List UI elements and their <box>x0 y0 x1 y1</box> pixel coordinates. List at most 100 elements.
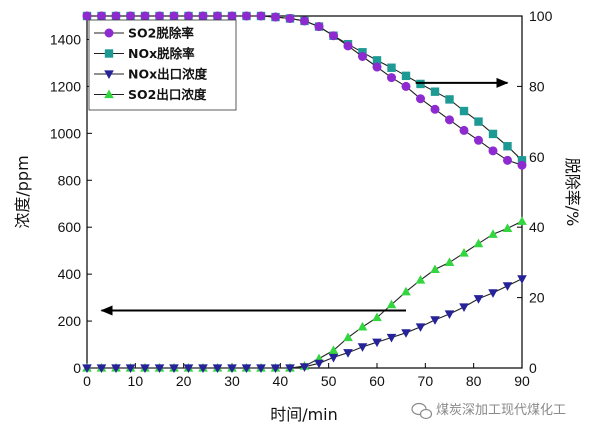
right-y-tick-label: 100 <box>529 8 553 24</box>
data-point <box>328 353 339 363</box>
series-circle <box>82 11 527 170</box>
legend-label: SO2脱除率 <box>128 26 194 41</box>
x-tick-label: 0 <box>83 373 91 389</box>
data-point <box>430 264 440 274</box>
data-point <box>285 364 295 373</box>
data-point <box>213 11 223 21</box>
data-point <box>401 71 411 81</box>
legend-item: SO2出口浓度 <box>94 87 207 102</box>
data-point <box>386 299 397 309</box>
data-point <box>299 16 309 26</box>
legend-label: NOx脱除率 <box>128 46 195 61</box>
series-line <box>87 220 523 369</box>
data-point <box>111 364 121 373</box>
legend: SO2脱除率 NOx脱除率 NOx出口浓度 SO2出口浓度 <box>88 19 237 111</box>
data-point <box>415 323 426 332</box>
data-point <box>82 364 92 373</box>
data-point <box>154 364 165 373</box>
watermark-text: 煤炭深加工现代煤化工 <box>436 403 566 418</box>
data-point <box>372 56 382 65</box>
data-point <box>517 160 527 170</box>
data-point <box>459 106 469 116</box>
data-point <box>502 223 513 232</box>
data-point <box>488 146 498 156</box>
data-point <box>242 11 252 21</box>
data-point <box>372 338 382 348</box>
series-line <box>87 278 523 369</box>
data-point <box>96 364 107 373</box>
data-point <box>503 142 512 151</box>
data-point <box>357 343 368 352</box>
right-y-tick-label: 60 <box>529 149 545 165</box>
right-y-tick-label: 0 <box>529 360 537 376</box>
left-y-tick-label: 200 <box>58 313 82 329</box>
data-point <box>401 329 411 338</box>
data-point <box>270 12 280 22</box>
right-y-tick-label: 80 <box>529 78 545 94</box>
data-point <box>445 95 454 104</box>
data-point <box>502 282 513 291</box>
data-point <box>459 303 469 312</box>
x-tick-label: 90 <box>514 373 530 389</box>
x-tick-label: 10 <box>128 373 144 389</box>
data-point <box>125 364 136 373</box>
data-point <box>343 41 353 51</box>
data-point <box>473 135 483 145</box>
data-point <box>459 125 469 135</box>
data-point <box>184 11 194 21</box>
data-point <box>387 63 396 72</box>
data-point <box>227 11 237 21</box>
data-point <box>430 104 440 114</box>
data-point <box>212 364 223 373</box>
data-point <box>372 312 382 322</box>
data-point <box>444 115 454 125</box>
data-point <box>459 248 469 257</box>
data-point <box>517 156 527 165</box>
data-point <box>488 229 498 238</box>
data-point <box>401 286 411 296</box>
data-point <box>343 332 353 342</box>
data-point <box>502 155 512 165</box>
x-tick-label: 60 <box>369 373 385 389</box>
left-y-tick-label: 1000 <box>50 125 81 141</box>
data-point <box>416 79 425 89</box>
data-point <box>328 345 339 354</box>
left-y-axis: 0 200 400 600 800 1000 1200 1400 <box>50 31 92 376</box>
x-tick-label: 70 <box>418 373 434 389</box>
legend-marker <box>104 70 114 79</box>
watermark: 煤炭深加工现代煤化工 <box>411 402 566 420</box>
data-point <box>256 11 266 21</box>
left-y-tick-label: 800 <box>58 172 82 188</box>
legend-item: SO2脱除率 <box>94 26 194 41</box>
left-y-tick-label: 600 <box>58 219 82 235</box>
x-axis: 0 10 20 30 40 50 60 70 80 90 <box>83 363 530 389</box>
data-point <box>241 364 252 373</box>
data-point <box>517 216 527 225</box>
data-point <box>473 295 484 304</box>
data-point <box>314 359 324 369</box>
left-y-tick-label: 1400 <box>50 31 81 47</box>
data-point <box>444 310 455 320</box>
right-y-tick-label: 20 <box>529 290 545 306</box>
left-y-tick-label: 400 <box>58 266 82 282</box>
x-tick-label: 80 <box>466 373 482 389</box>
data-point <box>415 94 425 104</box>
left-y-tick-label: 0 <box>73 360 81 376</box>
right-y-axis-title: 脱除率/% <box>563 158 582 227</box>
data-point <box>415 275 426 284</box>
data-point <box>488 129 498 139</box>
data-point <box>270 364 281 373</box>
legend-label: NOx出口浓度 <box>128 67 208 82</box>
data-point <box>183 364 194 373</box>
data-point <box>227 364 237 373</box>
data-point <box>517 275 527 284</box>
data-point <box>140 11 150 21</box>
data-point <box>169 11 179 21</box>
legend-marker <box>104 89 114 99</box>
data-point <box>299 363 310 372</box>
legend-marker <box>104 49 114 58</box>
right-y-tick-label: 40 <box>529 219 545 235</box>
right-y-axis: 0 20 40 60 80 100 <box>517 8 553 376</box>
data-point <box>386 73 396 83</box>
